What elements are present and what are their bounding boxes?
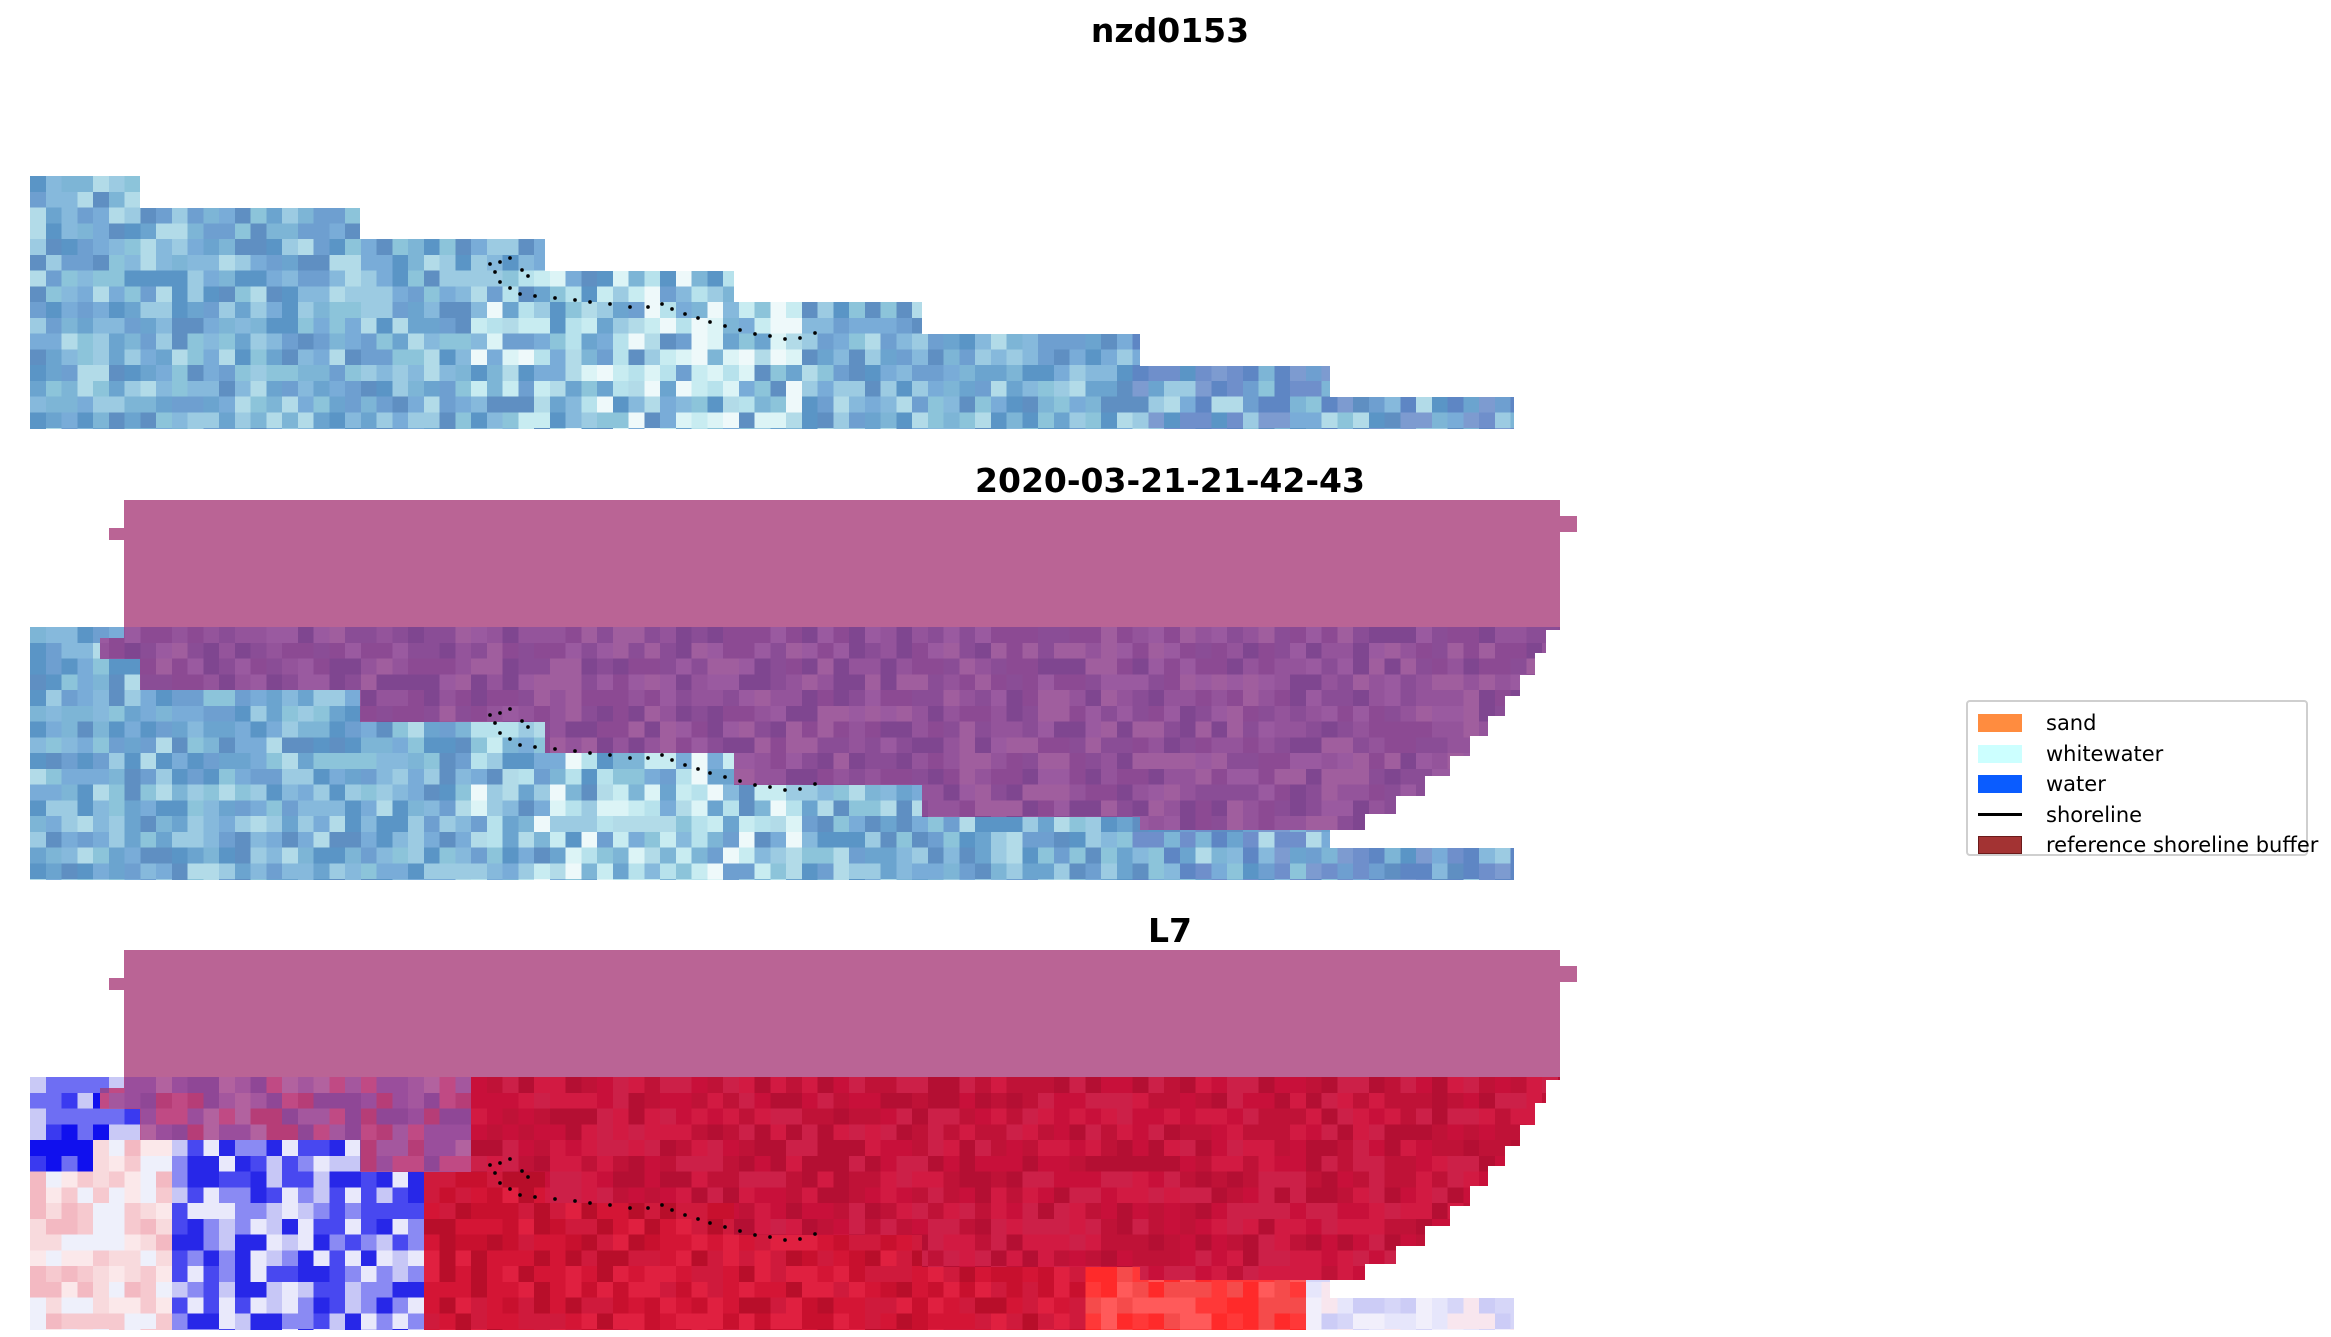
title-site: nzd0153 bbox=[1090, 11, 1250, 50]
legend-label: sand bbox=[2046, 711, 2097, 736]
legend-item-shoreline: shoreline bbox=[1978, 800, 2306, 831]
legend-item-whitewater: whitewater bbox=[1978, 739, 2306, 770]
legend-item-water: water bbox=[1978, 769, 2306, 800]
index-image-panel bbox=[30, 950, 1577, 1330]
shoreline-dots bbox=[488, 256, 817, 341]
title-date: 2020-03-21-21-42-43 bbox=[975, 461, 1365, 500]
rgb-pixels bbox=[30, 176, 1514, 429]
shoreline-dots bbox=[488, 1157, 817, 1242]
water-swatch bbox=[1978, 775, 2022, 794]
shoreline-line-swatch bbox=[1978, 813, 2022, 817]
buffer-image-panel bbox=[30, 500, 1577, 880]
legend-label: reference shoreline buffer bbox=[2046, 833, 2319, 858]
reference-buffer-swatch bbox=[1978, 836, 2022, 855]
legend-label: shoreline bbox=[2046, 802, 2143, 827]
legend: sand whitewater water shoreline referenc… bbox=[1966, 700, 2318, 857]
whitewater-swatch bbox=[1978, 744, 2022, 763]
legend-item-reference-buffer: reference shoreline buffer bbox=[1978, 830, 2318, 861]
title-satellite: L7 bbox=[1148, 911, 1192, 950]
rgb-image-panel bbox=[30, 176, 1514, 429]
sand-swatch bbox=[1978, 714, 2022, 733]
legend-label: water bbox=[2046, 772, 2106, 797]
legend-item-sand: sand bbox=[1978, 708, 2306, 739]
legend-label: whitewater bbox=[2046, 741, 2164, 766]
shoreline-dots bbox=[488, 707, 817, 792]
